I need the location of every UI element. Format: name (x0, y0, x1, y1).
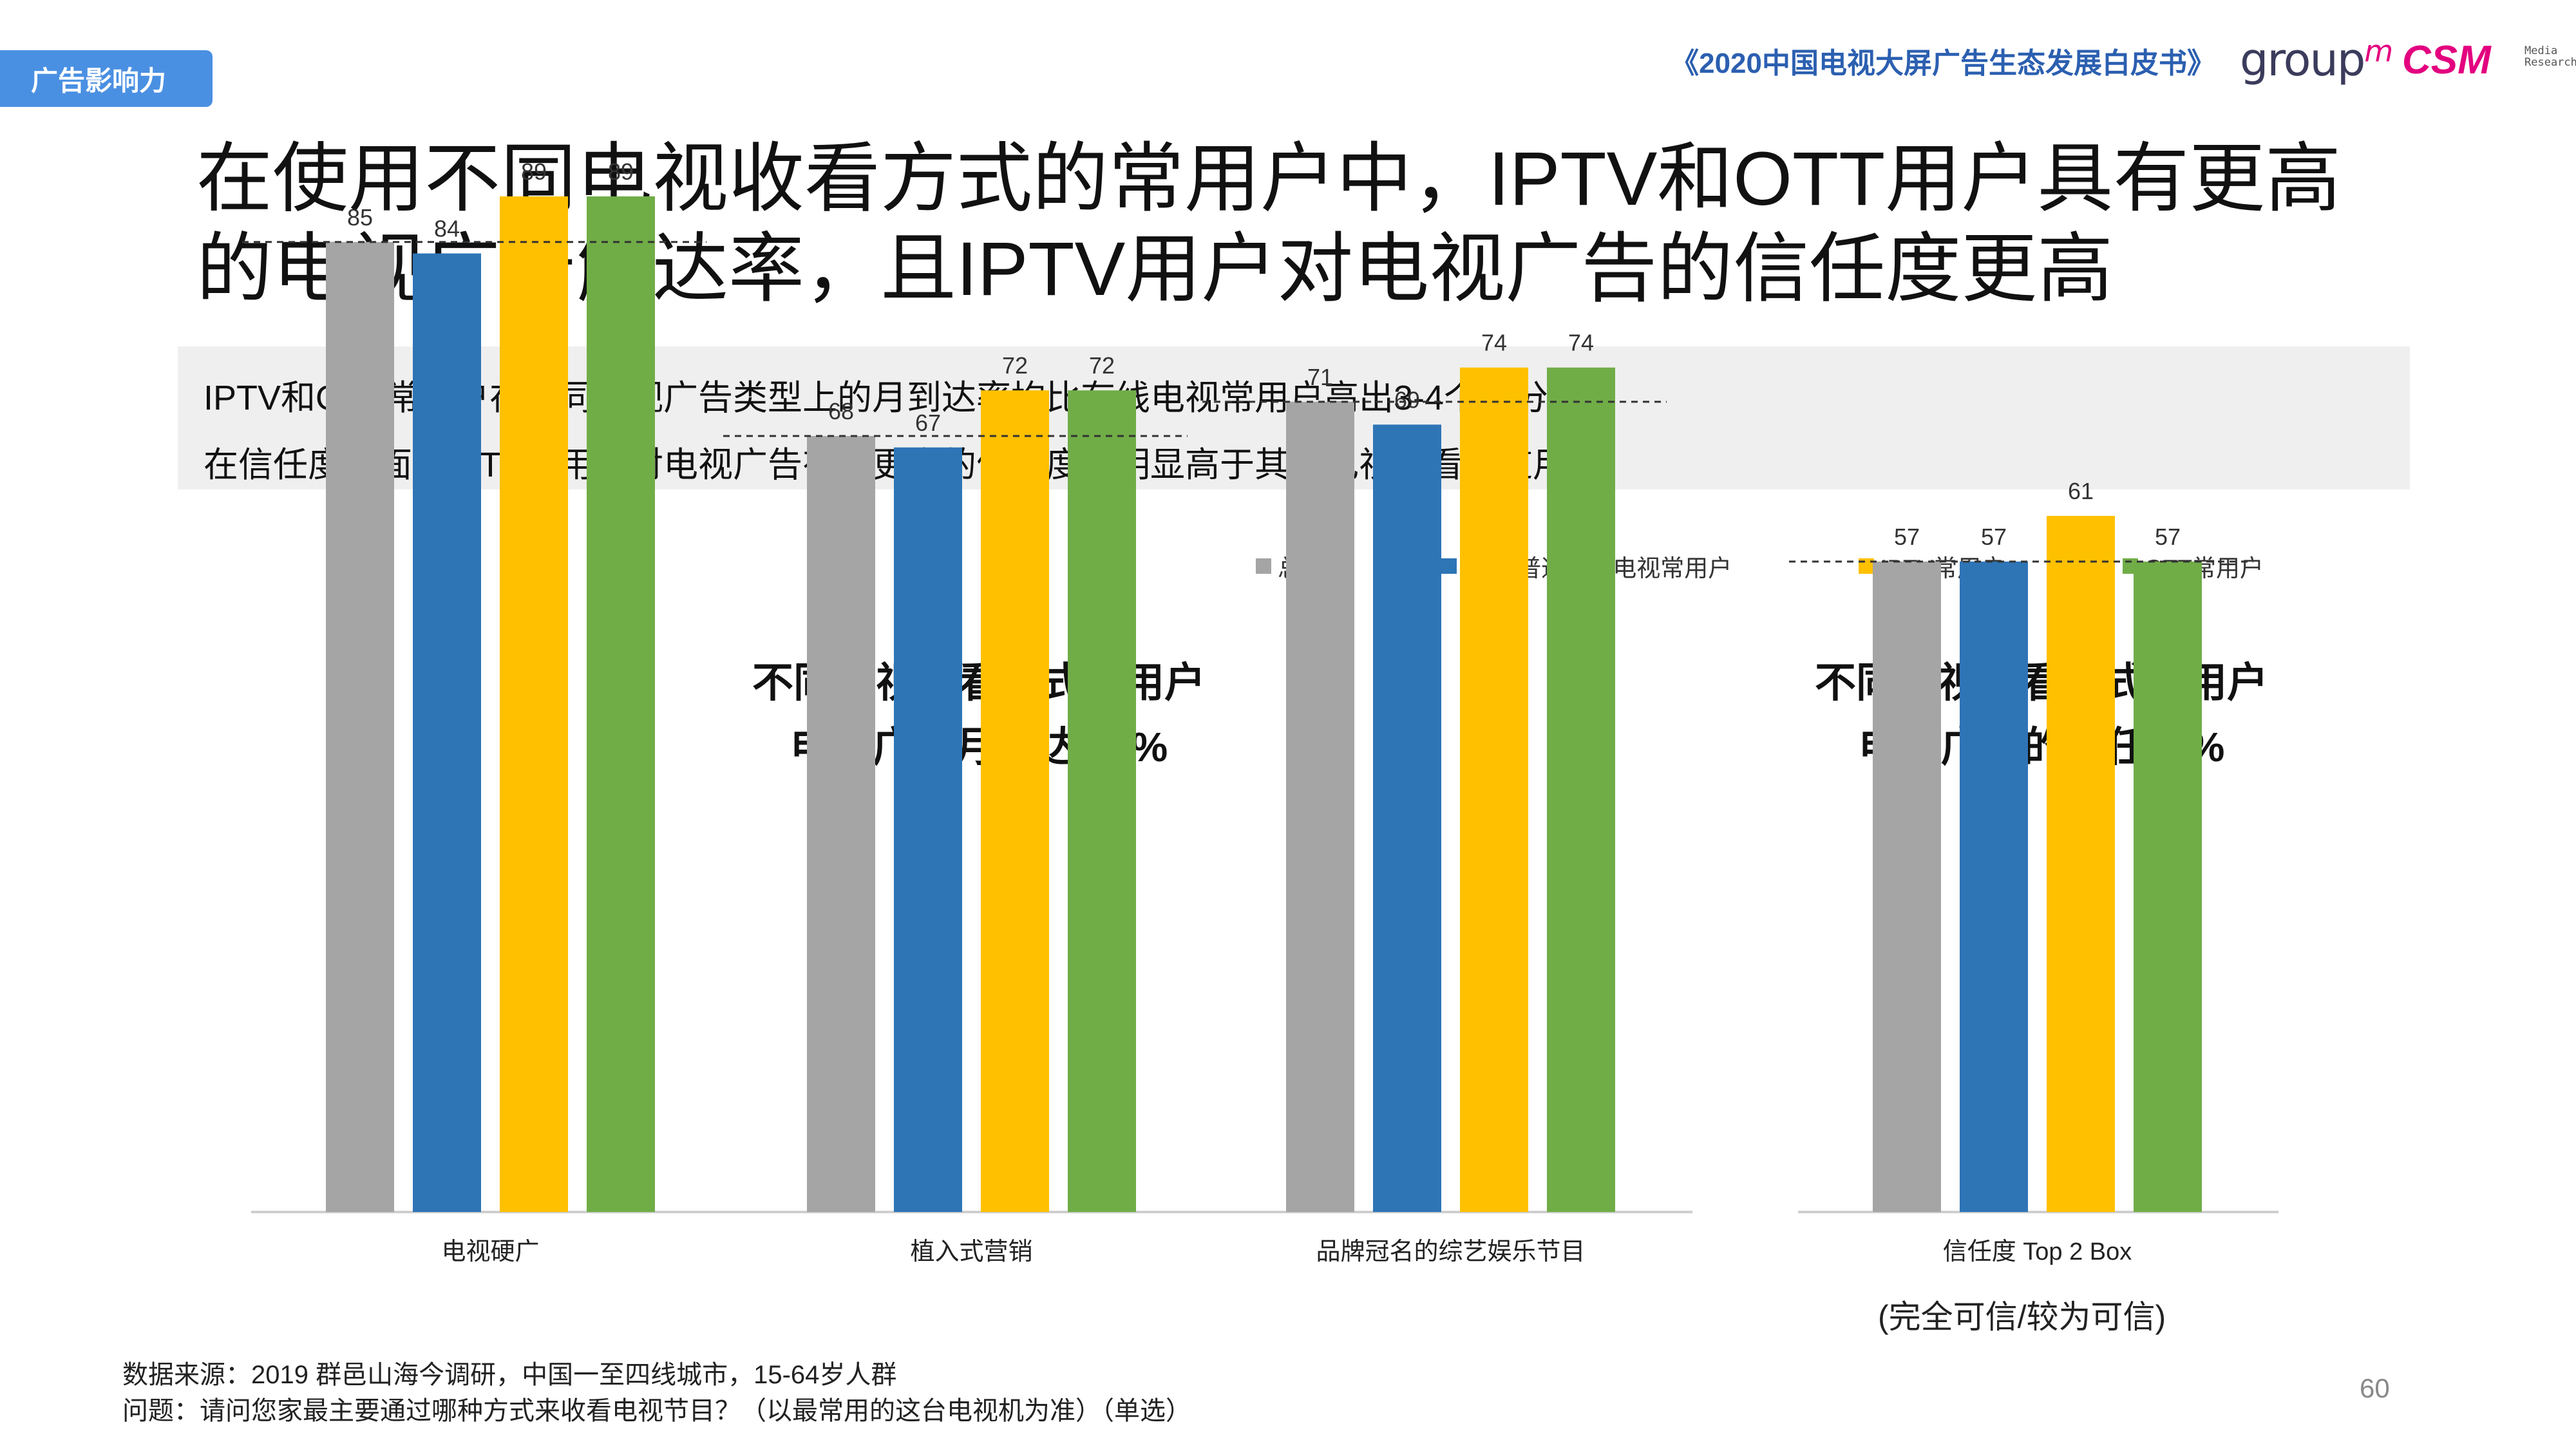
trust-bar (2047, 516, 2115, 1212)
section-tag: 广告影响力 (0, 50, 213, 107)
groupm-logo-suffix: m (2364, 33, 2393, 69)
page-number: 60 (2360, 1373, 2390, 1403)
reach-bar (1460, 367, 1528, 1212)
trust-category-label: 信任度 Top 2 Box (1943, 1238, 2132, 1265)
trust-data-label: 57 (1981, 524, 2007, 550)
trust-data-label: 57 (2155, 524, 2181, 550)
trust-data-label: 61 (2068, 478, 2094, 504)
reach-data-label: 69 (1394, 386, 1420, 413)
trust-data-label: 57 (1894, 524, 1920, 550)
reach-category-label: 品牌冠名的综艺娱乐节目 (1316, 1238, 1585, 1265)
csm-logo-sub-line2: Research (2524, 56, 2576, 69)
reach-bar (500, 196, 568, 1212)
reach-data-label: 89 (521, 158, 547, 185)
legend-swatch (1256, 558, 1271, 574)
legend-swatch (1441, 558, 1457, 574)
reach-bar (1547, 367, 1615, 1212)
reach-data-label: 72 (1002, 352, 1028, 379)
trust-chart-note: (完全可信/较为可信) (1878, 1299, 2166, 1335)
reach-category-label: 植入式营销 (910, 1238, 1032, 1265)
reach-bar (807, 436, 875, 1212)
footnote-question: 问题：请问您家最主要通过哪种方式来收看电视节目？（以最常用的这台电视机为准）（单… (122, 1397, 1191, 1425)
csm-logo: CSM (2402, 38, 2491, 82)
reach-data-label: 67 (915, 410, 941, 436)
trust-bar (2134, 561, 2202, 1212)
csm-logo-subtitle: Media Research (2524, 45, 2576, 68)
reach-data-label: 71 (1307, 364, 1333, 390)
reach-data-label: 74 (1568, 330, 1594, 356)
reach-category-label: 电视硬广 (441, 1238, 539, 1265)
groupm-logo: groupm (2240, 33, 2393, 86)
reach-bar (587, 196, 655, 1212)
reach-data-label: 84 (434, 216, 460, 242)
reach-bar (413, 253, 481, 1212)
trust-bar (1960, 561, 2028, 1212)
footnote-source: 数据来源：2019 群邑山海今调研，中国一至四线城市，15-64岁人群 (122, 1361, 897, 1389)
reach-bar (1373, 424, 1441, 1212)
reach-bar (981, 390, 1049, 1213)
reach-data-label: 89 (608, 158, 634, 185)
reach-data-label: 68 (828, 398, 854, 424)
reach-bar (326, 242, 394, 1212)
trust-bar (1873, 561, 1941, 1212)
reach-bar (1068, 390, 1136, 1213)
csm-logo-sub-line1: Media (2524, 44, 2558, 57)
report-title: 《2020中国电视大屏广告生态发展白皮书》 (1671, 48, 2215, 79)
reach-bar (894, 447, 962, 1212)
reach-data-label: 74 (1481, 330, 1507, 356)
reach-data-label: 85 (347, 204, 373, 231)
reach-data-label: 72 (1089, 352, 1115, 379)
groupm-logo-text: group (2240, 33, 2365, 86)
reach-bar (1286, 401, 1354, 1212)
